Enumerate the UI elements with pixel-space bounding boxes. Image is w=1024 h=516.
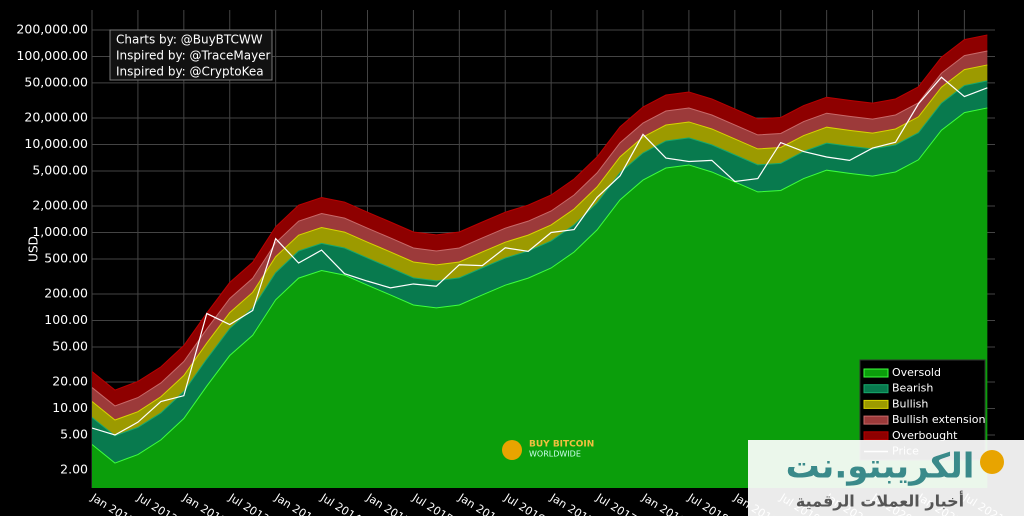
x-tick-label: Jul 2016 <box>501 491 547 516</box>
y-tick-label: 100,000.00 <box>16 48 88 63</box>
annotation: Inspired by: @TraceMayer <box>116 49 271 63</box>
marks <box>92 34 988 488</box>
watermark-text: الكريبتو.نت <box>786 447 975 487</box>
y-tick-label: 50,000.00 <box>24 74 88 89</box>
y-tick-label: 10,000.00 <box>24 136 88 151</box>
legend-label: Bullish <box>892 397 928 410</box>
watermark-text: WORLDWIDE <box>529 450 581 459</box>
band-area <box>92 50 988 421</box>
x-tick-label: Jan 2016 <box>455 491 504 516</box>
x-tick-label: Jan 2014 <box>272 491 321 516</box>
annotation: Inspired by: @CryptoKea <box>116 65 264 79</box>
x-tick-label: Jan 2013 <box>180 491 229 516</box>
x-tick-label: Jan 2012 <box>88 491 137 516</box>
x-tick-label: Jan 2018 <box>639 491 688 516</box>
y-tick-label: 100.00 <box>44 312 88 327</box>
corner-watermark: الكريبتو.نت أخبار العملات الرقمية <box>748 440 1024 516</box>
legend-label: Oversold <box>892 366 941 379</box>
y-tick-label: 10.00 <box>52 400 88 415</box>
watermark-text: BUY BITCOIN <box>529 440 594 450</box>
band-edge <box>92 80 988 437</box>
y-tick-label: 200.00 <box>44 285 88 300</box>
legend-label: Bullish extension <box>892 413 986 426</box>
legend-swatch <box>863 384 889 394</box>
band-edge <box>92 50 988 407</box>
y-tick-label: 20.00 <box>52 374 88 389</box>
band-area <box>92 64 988 436</box>
y-tick-label: 500.00 <box>44 250 88 265</box>
band-area <box>92 107 988 488</box>
y-tick-label: 20,000.00 <box>24 109 88 124</box>
x-tick-label: Jul 2014 <box>318 491 364 516</box>
annotation: Charts by: @BuyBTCWW <box>116 33 263 47</box>
watermark-text: أخبار العملات الرقمية <box>796 491 964 511</box>
x-tick-label: Jan 2017 <box>547 491 596 516</box>
legend-label: Bearish <box>892 382 933 395</box>
x-tick-label: Jul 2012 <box>134 491 180 516</box>
y-tick-label: 1,000.00 <box>32 224 88 239</box>
y-tick-label: 2,000.00 <box>32 197 88 212</box>
band-edge <box>92 107 988 464</box>
watermark-logo <box>980 450 1004 474</box>
x-tick-label: Jul 2018 <box>685 491 731 516</box>
annotation-box: Charts by: @BuyBTCWW Inspired by: @Trace… <box>109 29 273 81</box>
band-area <box>92 34 988 406</box>
legend-swatch <box>863 415 889 425</box>
x-tick-label: Jul 2015 <box>409 491 455 516</box>
y-tick-label: 5,000.00 <box>32 162 88 177</box>
y-tick-label: 2.00 <box>60 462 88 477</box>
band-edge <box>92 64 988 421</box>
y-tick-label: 50.00 <box>52 338 88 353</box>
x-tick-label: Jan 2015 <box>363 491 412 516</box>
legend-swatch <box>863 399 889 409</box>
y-tick-label: 200,000.00 <box>16 21 88 36</box>
band-area <box>92 80 988 464</box>
price-line <box>92 76 988 436</box>
center-watermark: BUY BITCOIN WORLDWIDE <box>502 440 594 460</box>
x-tick-label: Jul 2017 <box>593 491 639 516</box>
legend-swatch <box>863 431 889 441</box>
x-tick-label: Jul 2013 <box>226 491 272 516</box>
watermark-logo <box>502 440 522 460</box>
y-tick-label: 5.00 <box>60 427 88 442</box>
plot-area: 2.00 5.00 10.00 20.00 50.00 100.00 200.00 500.0… <box>16 10 1006 516</box>
band-edge <box>92 34 988 391</box>
legend-label: Overbought <box>892 429 958 442</box>
y-axis-label: USD <box>27 236 41 262</box>
annotation-frame <box>109 29 273 81</box>
watermark-panel <box>748 440 1024 516</box>
legend-swatch <box>863 368 889 378</box>
